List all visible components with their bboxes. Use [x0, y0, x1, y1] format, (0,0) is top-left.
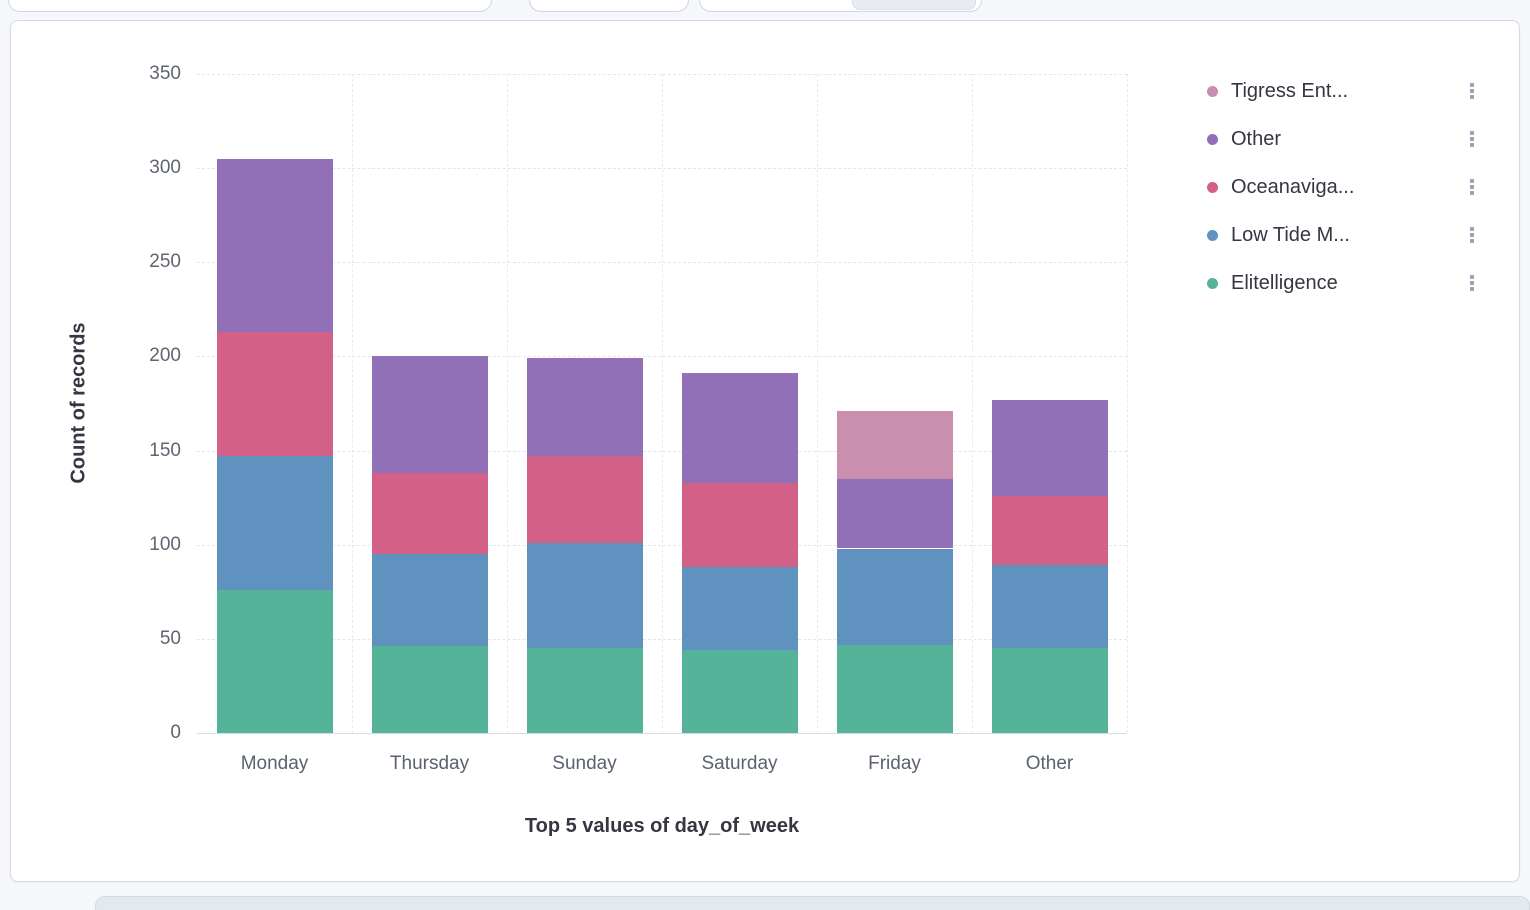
legend-label: Elitelligence [1231, 271, 1338, 294]
legend-actions-icon[interactable] [1465, 81, 1479, 101]
bar-segment[interactable] [836, 478, 953, 549]
legend-item[interactable]: Tigress Ent... [1207, 80, 1479, 102]
x-tick-label: Saturday [701, 753, 778, 774]
x-tick-label: Thursday [389, 753, 470, 774]
legend-color-dot [1207, 229, 1218, 241]
legend-label: Low Tide M... [1231, 223, 1350, 246]
legend-item[interactable]: Elitelligence [1207, 272, 1479, 294]
plot-area [197, 74, 1128, 734]
y-tick-label: 200 [149, 345, 181, 367]
y-tick-label: 50 [159, 627, 181, 649]
bar-segment[interactable] [526, 648, 643, 733]
bar-segment[interactable] [681, 373, 798, 483]
y-tick-label: 250 [149, 251, 181, 273]
gridline [507, 74, 508, 733]
bar-segment[interactable] [681, 482, 798, 568]
bar-segment[interactable] [836, 548, 953, 645]
legend-actions-icon[interactable] [1465, 225, 1479, 245]
legend-label: Oceanaviga... [1231, 175, 1355, 198]
filter-pill[interactable] [699, 0, 982, 12]
legend-label: Tigress Ent... [1231, 79, 1349, 102]
gridline [817, 74, 818, 733]
bar-segment[interactable] [991, 565, 1108, 649]
chart-panel: Count of records 0 50 100 150 200 250 300 350 M… [10, 20, 1520, 882]
x-tick-label: Other [1025, 753, 1074, 774]
legend-item[interactable]: Other [1207, 128, 1479, 150]
bar-segment[interactable] [991, 399, 1108, 496]
bar-segment[interactable] [526, 542, 643, 649]
legend-actions-icon[interactable] [1465, 273, 1479, 293]
bar-segment[interactable] [371, 356, 488, 474]
bar-segment[interactable] [216, 158, 333, 332]
y-tick-label: 300 [149, 157, 181, 179]
legend: Tigress Ent... Other Oceanaviga... Low Tide… [1207, 80, 1479, 320]
y-axis-title: Count of records [67, 322, 90, 484]
gridline [352, 74, 353, 733]
y-tick-label: 100 [149, 533, 181, 555]
filter-pill[interactable] [8, 0, 492, 12]
legend-color-dot [1207, 133, 1218, 145]
gridline [197, 733, 1127, 734]
bar-segment[interactable] [836, 644, 953, 733]
legend-item[interactable]: Low Tide M... [1207, 224, 1479, 246]
bar-segment[interactable] [991, 648, 1108, 733]
x-axis-labels: Monday Thursday Sunday Saturday Friday Other [197, 752, 1127, 776]
bar-segment[interactable] [526, 456, 643, 543]
bar-segment[interactable] [526, 358, 643, 457]
legend-actions-icon[interactable] [1465, 177, 1479, 197]
gridline [1127, 74, 1128, 733]
legend-item[interactable]: Oceanaviga... [1207, 176, 1479, 198]
bar-segment[interactable] [681, 567, 798, 651]
x-tick-label: Sunday [552, 753, 617, 774]
y-tick-label: 350 [149, 63, 181, 84]
bar-segment[interactable] [836, 411, 953, 479]
legend-actions-icon[interactable] [1465, 129, 1479, 149]
filter-pill[interactable] [529, 0, 689, 12]
gridline [972, 74, 973, 733]
bar-segment[interactable] [216, 589, 333, 733]
x-tick-label: Monday [240, 753, 309, 774]
bar-segment[interactable] [991, 495, 1108, 566]
y-axis-ticks: 0 50 100 150 200 250 300 350 [107, 63, 181, 743]
legend-color-dot [1207, 85, 1218, 97]
bar-segment[interactable] [371, 554, 488, 647]
y-tick-label: 0 [170, 722, 181, 743]
x-tick-label: Friday [868, 753, 921, 774]
bar-segment[interactable] [371, 473, 488, 555]
legend-label: Other [1231, 127, 1282, 150]
legend-color-dot [1207, 181, 1218, 193]
bar-segment[interactable] [371, 646, 488, 733]
x-axis-title: Top 5 values of day_of_week [524, 815, 800, 837]
legend-color-dot [1207, 277, 1218, 289]
bar-segment[interactable] [216, 331, 333, 457]
bar-segment[interactable] [681, 650, 798, 733]
bar-segment[interactable] [216, 456, 333, 590]
gridline [662, 74, 663, 733]
filter-pill-badge[interactable] [852, 0, 976, 10]
y-tick-label: 150 [149, 439, 181, 461]
